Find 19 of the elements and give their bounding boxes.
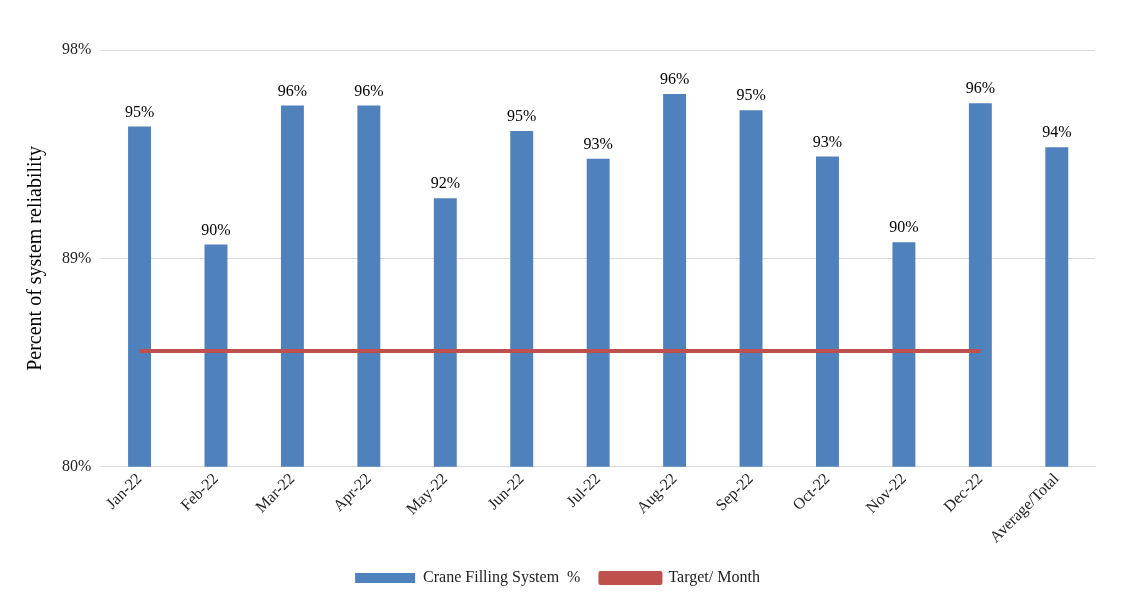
data-label: 96%: [354, 81, 384, 99]
data-label: 96%: [659, 70, 690, 88]
data-label: 93%: [812, 132, 843, 150]
legend-label: Crane Filling System %: [423, 568, 581, 587]
data-label: 90%: [889, 218, 919, 236]
data-label: 90%: [201, 220, 231, 238]
data-label: 96%: [965, 79, 996, 97]
data-label: 96%: [277, 81, 308, 99]
data-label: 95%: [736, 86, 766, 104]
data-label: 95%: [124, 102, 155, 120]
data-label: 94%: [1042, 123, 1072, 141]
data-label: 95%: [507, 107, 537, 125]
y-tick-label: 89%: [62, 248, 92, 266]
y-tick-label: 98%: [62, 40, 92, 58]
data-label: 92%: [430, 174, 460, 192]
data-label: 93%: [583, 135, 613, 153]
y-tick-label: 80%: [62, 456, 92, 474]
legend-label: Target/ Month: [668, 568, 760, 587]
y-axis-title: Percent of system reliability: [23, 145, 47, 371]
